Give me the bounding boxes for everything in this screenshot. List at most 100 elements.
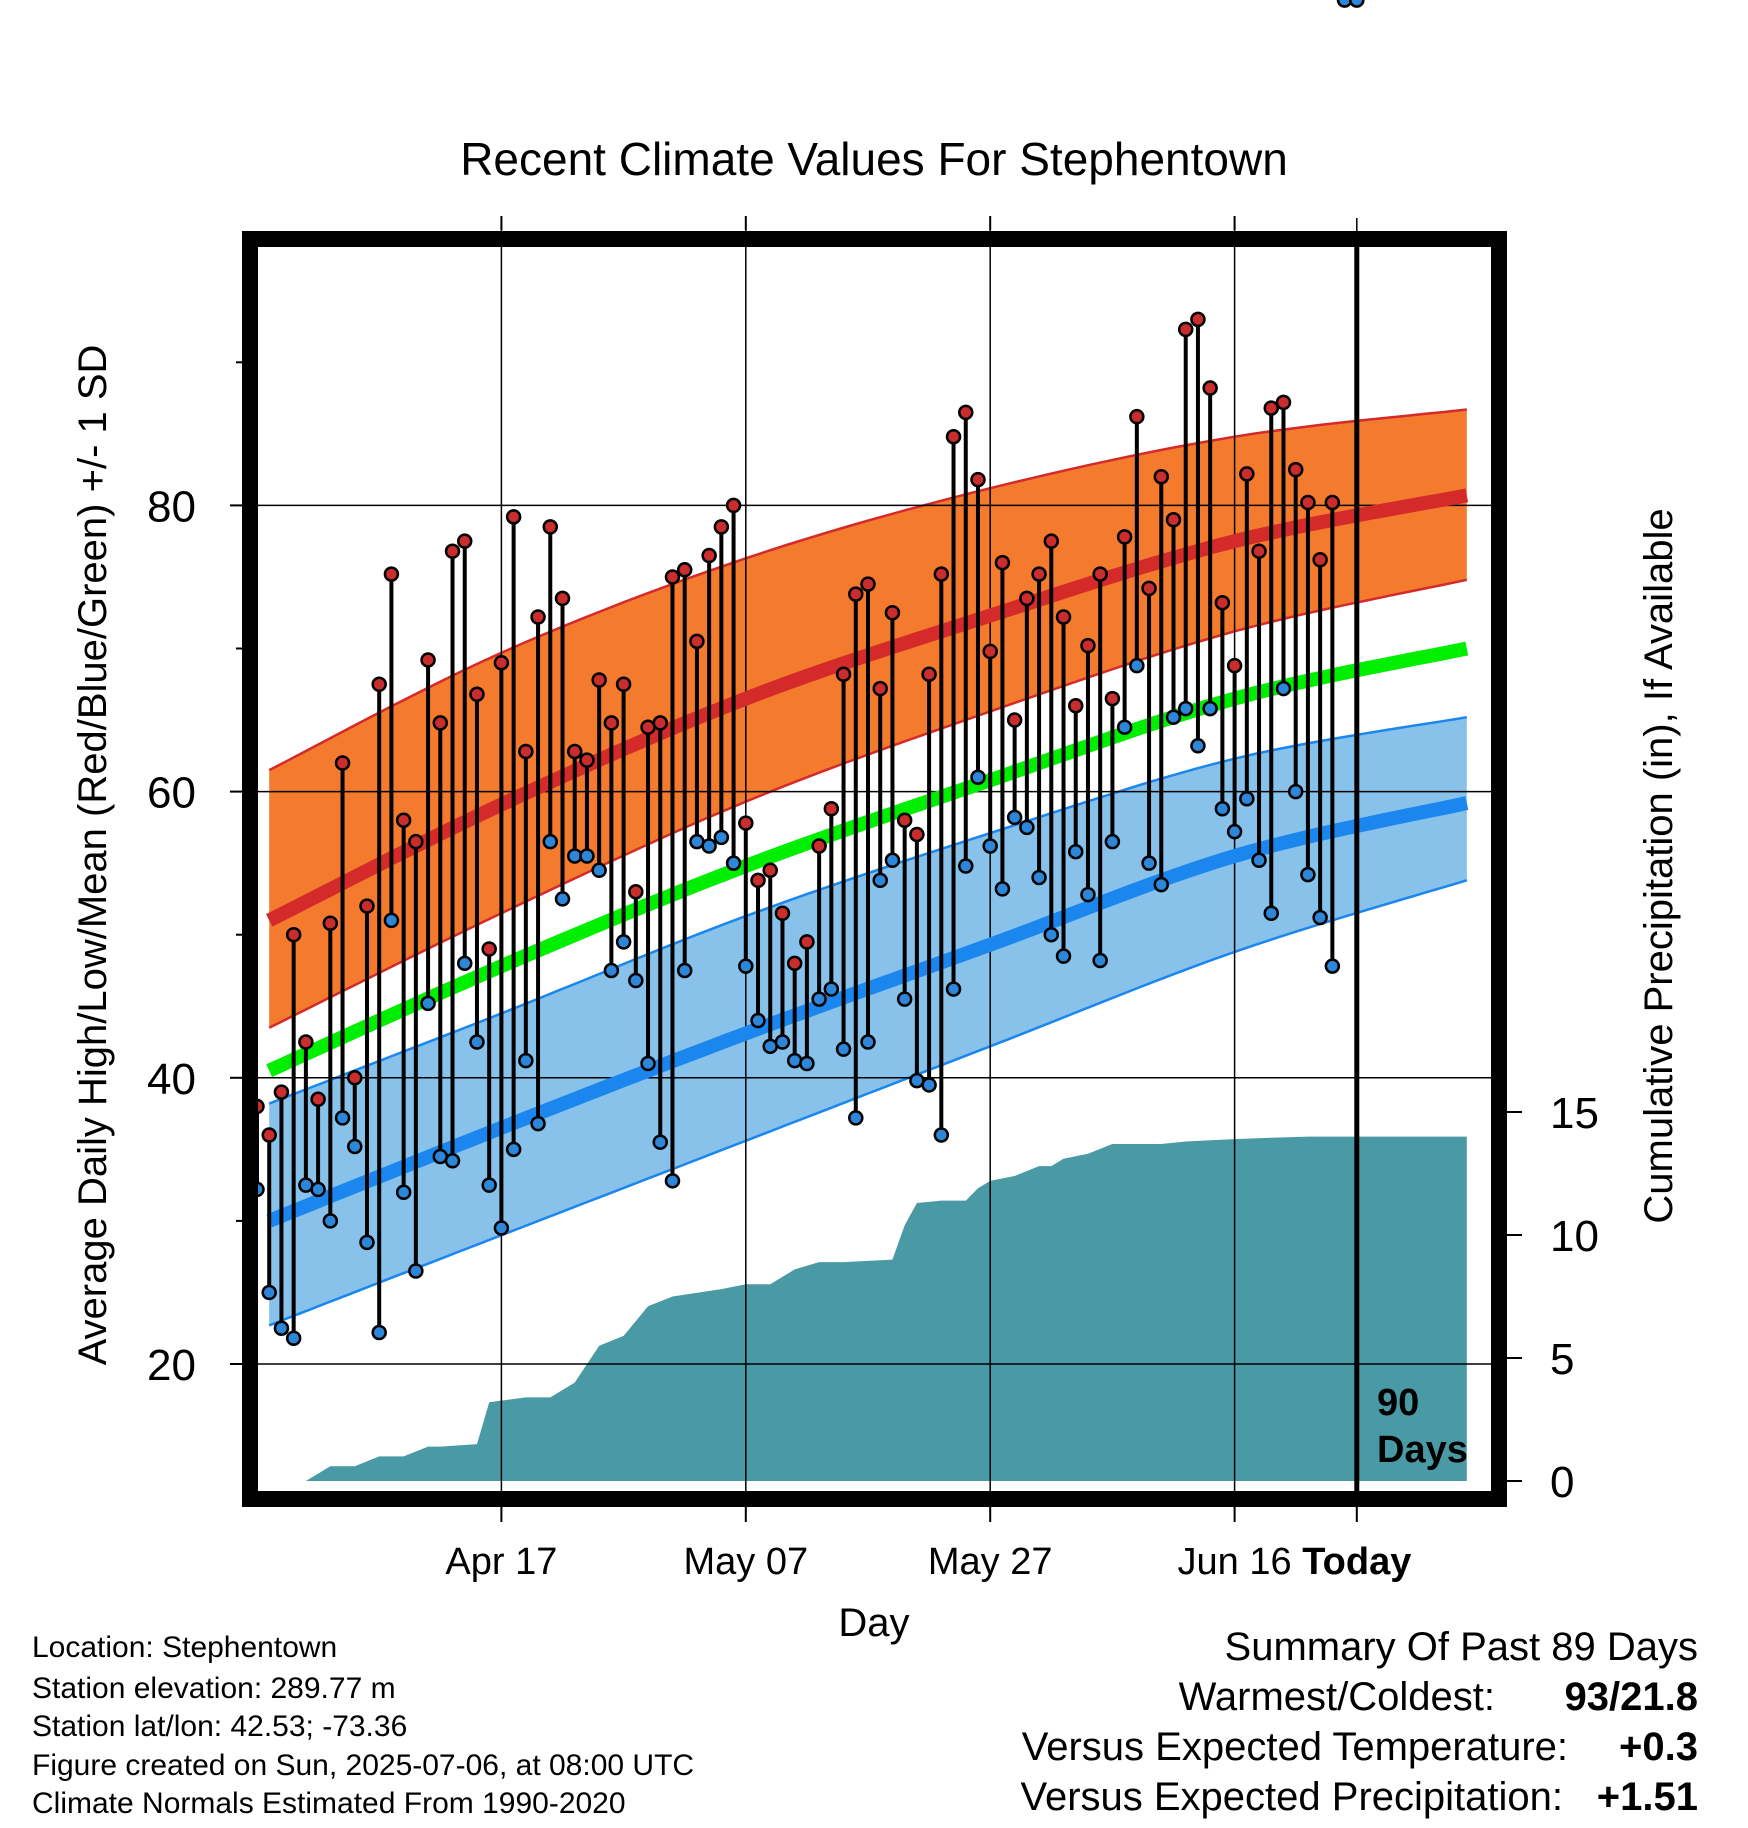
daily-high-point	[285, 926, 302, 943]
daily-low-point	[1055, 948, 1072, 964]
daily-high-point	[921, 666, 937, 683]
daily-low-point	[322, 1213, 339, 1229]
daily-high-point	[456, 533, 473, 549]
summary-label-warmest-coldest: Warmest/Coldest:	[1179, 1675, 1495, 1719]
daily-low-point	[774, 1034, 791, 1050]
daily-high-point	[909, 826, 925, 843]
daily-high-point	[1141, 580, 1157, 597]
daily-low-point	[860, 1034, 876, 1050]
daily-high-point	[420, 652, 436, 668]
daily-low-point	[615, 934, 632, 950]
daily-high-point	[970, 471, 986, 488]
daily-low-point	[347, 1138, 363, 1155]
y2-tick-label: 10	[1550, 1212, 1599, 1261]
daily-low-point	[1129, 657, 1145, 674]
y2-tick-label: 0	[1550, 1458, 1574, 1507]
daily-low-point	[811, 991, 827, 1007]
daily-low-point	[1214, 801, 1231, 817]
daily-low-point	[1080, 886, 1096, 903]
daily-low-point	[701, 838, 717, 854]
daily-low-point	[1092, 952, 1108, 969]
summary-value-warmest-coldest: 93/21.8	[1565, 1675, 1698, 1719]
daily-low-point	[493, 1220, 510, 1236]
daily-low-point	[261, 1284, 277, 1301]
station-latlon: Station lat/lon: 42.53; -73.36	[32, 1710, 407, 1743]
axis-ticks: 20 40 60 80 0 5 10 15 Apr 17 May 07 May 27 Jun 16 To…	[147, 216, 1599, 1583]
plot-border	[242, 231, 1507, 1507]
daily-low-point	[786, 1052, 803, 1069]
daily-high-point	[432, 715, 449, 731]
station-info: Location: Stephentown Station elevation:…	[32, 1631, 694, 1820]
x-tick-label: Today	[1302, 1541, 1411, 1583]
high-sd-upper-line	[268, 408, 1467, 772]
daily-high-point	[505, 509, 522, 525]
daily-high-point	[1287, 461, 1304, 478]
daily-high-point	[579, 752, 595, 768]
y-tick-label: 40	[147, 1055, 196, 1104]
daily-high-point	[713, 519, 730, 535]
x-axis-label: Day	[838, 1601, 909, 1645]
daily-low-point	[579, 848, 595, 864]
daily-high-point	[408, 833, 424, 850]
daily-high-point	[1300, 494, 1316, 511]
plot-frame	[242, 231, 1507, 1507]
daily-low-point	[1287, 783, 1304, 800]
daily-low-point	[1336, 0, 1353, 8]
daily-low-point	[664, 1173, 681, 1189]
daily-high-point	[982, 643, 998, 660]
daily-high-point	[1153, 469, 1170, 485]
daily-low-point	[676, 962, 693, 979]
daily-high-point	[676, 562, 693, 578]
daily-low-point	[1116, 719, 1133, 735]
daily-low-point	[1177, 700, 1194, 717]
daily-low-point	[1263, 905, 1280, 921]
precip-area-layer	[305, 1136, 1467, 1481]
daily-low-point	[652, 1134, 669, 1150]
daily-high-point	[884, 604, 901, 621]
daily-high-point	[811, 838, 827, 854]
daily-low-point	[1324, 958, 1341, 974]
daily-high-point	[493, 655, 510, 671]
daily-low-point	[518, 1052, 534, 1069]
summary-value-precipitation: +1.51	[1597, 1775, 1698, 1819]
daily-high-point	[1019, 590, 1035, 607]
daily-high-point	[1104, 690, 1121, 707]
daily-low-point	[469, 1034, 485, 1050]
figure-created: Figure created on Sun, 2025-07-06, at 08…	[32, 1749, 694, 1782]
daily-low-point	[994, 881, 1011, 897]
daily-high-point	[298, 1034, 314, 1050]
y-tick-label: 20	[147, 1341, 196, 1390]
daily-high-point	[1177, 321, 1194, 338]
daily-high-point	[958, 404, 974, 421]
daily-low-point	[945, 981, 962, 997]
daily-low-point	[334, 1110, 351, 1126]
today-days-label-line2: Days	[1377, 1429, 1468, 1471]
station-location: Location: Stephentown	[32, 1631, 337, 1664]
daily-high-point	[860, 576, 876, 592]
y-tick-label: 60	[147, 769, 196, 818]
station-elevation: Station elevation: 289.77 m	[32, 1672, 396, 1705]
daily-low-point	[554, 891, 571, 907]
daily-high-point	[1263, 400, 1280, 416]
daily-high-point	[896, 812, 913, 828]
chart-title: Recent Climate Values For Stephentown	[460, 133, 1288, 185]
daily-high-point	[689, 633, 705, 650]
daily-observations	[249, 0, 1365, 1346]
daily-low-point	[628, 972, 644, 989]
daily-low-point	[1202, 700, 1218, 717]
daily-high-point	[1190, 311, 1206, 328]
daily-low-point	[1141, 855, 1157, 871]
y2-tick-label: 15	[1550, 1089, 1599, 1138]
daily-high-point	[1226, 657, 1243, 674]
daily-low-point	[371, 1324, 387, 1341]
daily-high-point	[554, 590, 571, 607]
daily-high-point	[1067, 697, 1084, 714]
daily-high-point	[395, 812, 412, 828]
daily-low-point	[285, 1330, 302, 1346]
daily-high-point	[1043, 533, 1060, 549]
daily-low-point	[1312, 909, 1328, 926]
daily-high-point	[762, 862, 778, 879]
daily-high-point	[1275, 394, 1292, 411]
daily-low-point	[591, 862, 607, 879]
daily-high-point	[872, 680, 888, 697]
